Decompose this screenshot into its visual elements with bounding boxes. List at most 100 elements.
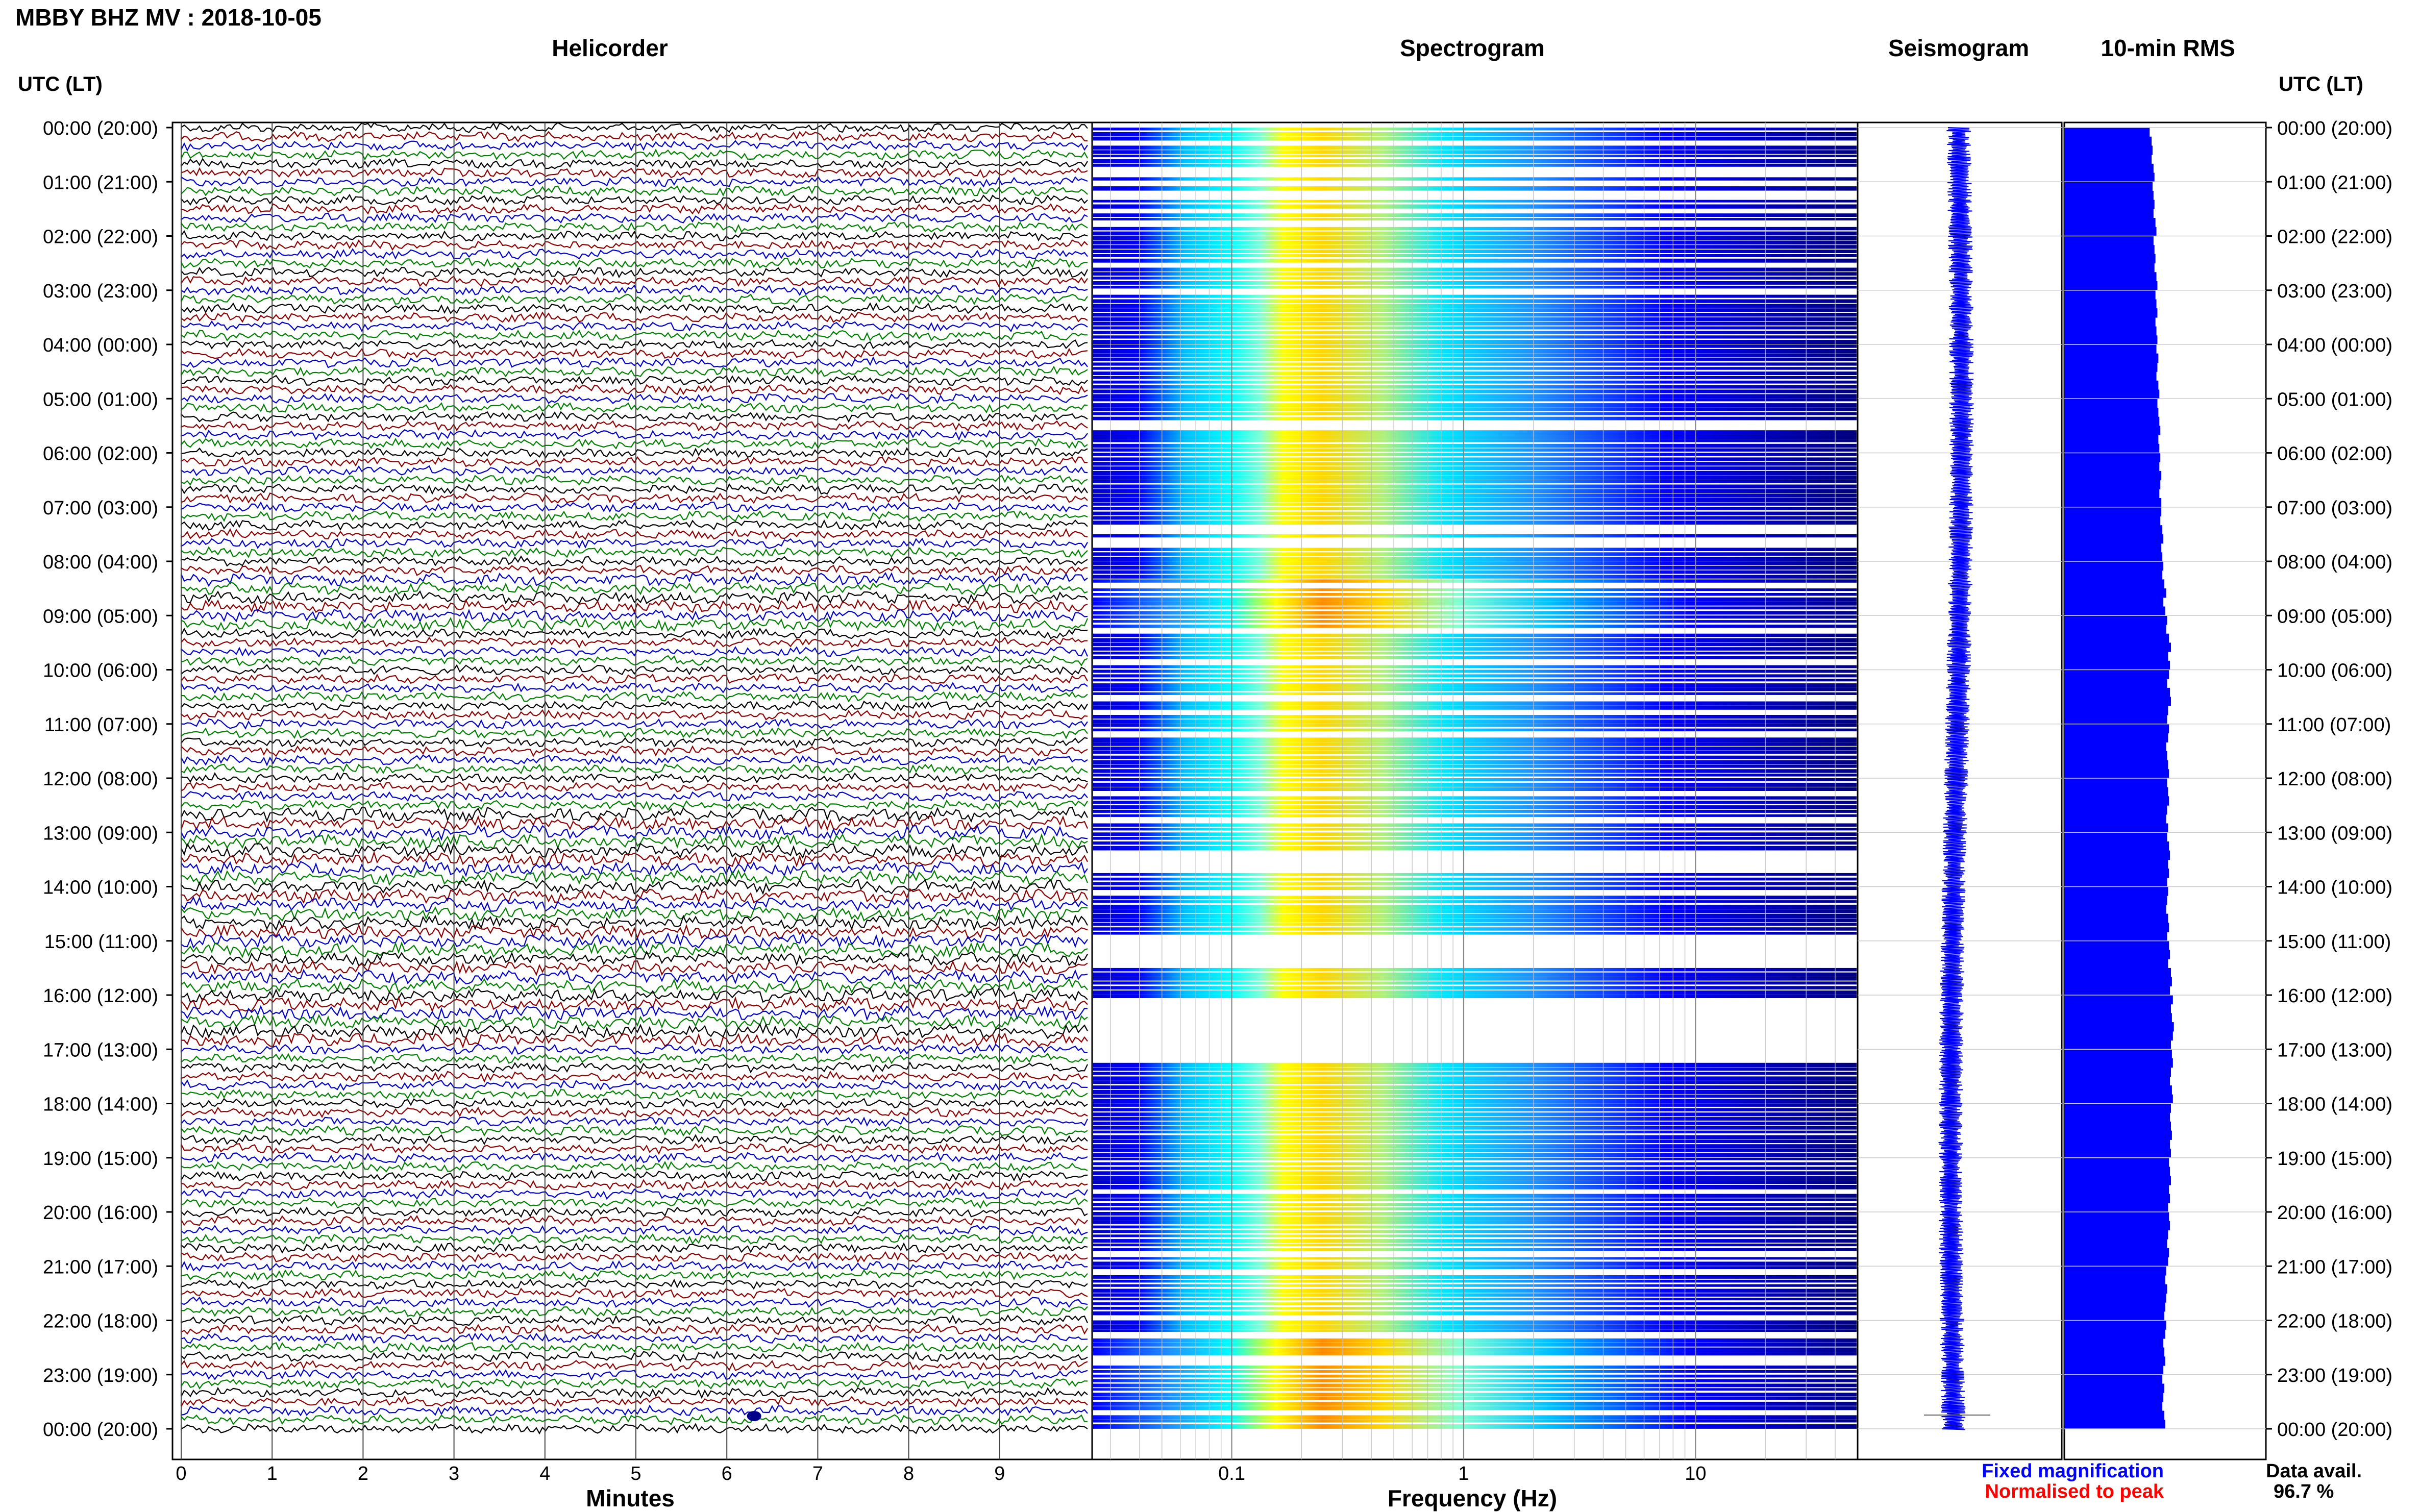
spectrogram-row [1093, 1397, 1857, 1400]
spectrogram-row [1093, 823, 1857, 827]
spectrogram-row [1093, 1180, 1857, 1184]
time-tick-right: 14:00 (10:00) [2277, 877, 2392, 899]
spectrogram-row [1093, 1311, 1857, 1316]
spectrogram-row [1093, 362, 1857, 366]
spectrogram-row [1093, 267, 1857, 271]
time-tick-left: 01:00 (21:00) [43, 172, 158, 193]
rms-bar [2064, 995, 2173, 1005]
spectrogram-row [1093, 236, 1857, 240]
rms-bar [2064, 1338, 2163, 1348]
spectrogram-row [1093, 719, 1857, 724]
rms-bar [2064, 362, 2158, 372]
helicorder-trace [180, 745, 1088, 757]
spectrogram-row [1093, 1203, 1857, 1206]
spectrogram-row [1093, 548, 1857, 551]
rms-bar [2064, 344, 2157, 354]
helicorder-trace [180, 664, 1088, 676]
rms-bar [2064, 254, 2156, 264]
spectrogram-row [1093, 570, 1857, 574]
time-tick-left: 23:00 (19:00) [43, 1365, 158, 1386]
time-tick-right: 09:00 (05:00) [2277, 606, 2392, 627]
spectrogram-row [1093, 904, 1857, 909]
helicorder-trace [180, 815, 1089, 831]
helicorder-xtick-label: 4 [539, 1463, 550, 1484]
spectrogram-row [1093, 602, 1857, 606]
helicorder-trace [180, 1005, 1088, 1021]
time-tick-right: 22:00 (18:00) [2277, 1311, 2392, 1332]
time-tick-left: 17:00 (13:00) [43, 1039, 158, 1061]
spectrogram-row [1093, 1266, 1857, 1269]
spectrogram-row [1093, 1288, 1857, 1293]
spectrogram-row [1093, 1293, 1857, 1297]
spectrogram-row [1093, 1401, 1857, 1406]
spectrogram-row [1093, 1347, 1857, 1352]
spectrogram-row [1093, 886, 1857, 890]
helicorder-trace [180, 799, 1088, 811]
helicorder-trace [180, 1251, 1088, 1263]
rms-bar [2064, 588, 2166, 598]
spectrogram-row [1093, 927, 1857, 931]
rms-bar [2064, 715, 2167, 725]
rms-bar [2064, 1374, 2162, 1384]
spectrogram-row [1093, 1306, 1857, 1310]
helicorder-trace [180, 617, 1089, 632]
spectrogram-row [1093, 810, 1857, 813]
rms-bar [2064, 1067, 2171, 1077]
spectrogram-row [1093, 1081, 1857, 1084]
time-tick-right: 00:00 (20:00) [2277, 1419, 2392, 1441]
spectrogram-row [1093, 376, 1857, 379]
rms-bar [2064, 1121, 2171, 1131]
spectrogram-row [1093, 466, 1857, 470]
spectrogram-row [1093, 331, 1857, 334]
rms-bar [2064, 1311, 2164, 1321]
helicorder-trace [180, 599, 1088, 614]
spectrogram-row [1093, 814, 1857, 817]
rms-bar [2064, 832, 2167, 842]
spectrogram-row [1093, 828, 1857, 831]
rms-bar [2064, 1383, 2164, 1393]
helicorder-xtick-label: 1 [267, 1463, 278, 1484]
spectrogram-row [1093, 258, 1857, 263]
normalised-to-peak-label: Normalised to peak [1985, 1481, 2164, 1502]
rms-bar [2064, 218, 2156, 228]
rms-bar [2064, 525, 2162, 535]
time-tick-right: 19:00 (15:00) [2277, 1148, 2392, 1170]
rms-bar [2064, 1139, 2170, 1149]
spectrogram-row [1093, 430, 1857, 435]
helicorder-xlabel: Minutes [586, 1485, 675, 1511]
rms-bar [2064, 380, 2159, 390]
helicorder-trace [180, 555, 1088, 567]
rms-bar [2064, 534, 2163, 544]
rms-bar [2064, 687, 2170, 698]
helicorder-trace [180, 564, 1088, 577]
rms-bar [2064, 209, 2154, 218]
rms-bar [2064, 191, 2154, 201]
spectrogram-row [1093, 597, 1857, 602]
helicorder-trace [180, 1125, 1088, 1137]
helicorder-trace [180, 1071, 1088, 1083]
spectrogram-row [1093, 747, 1857, 751]
helicorder-trace [180, 1242, 1088, 1254]
spectrogram-row [1093, 1176, 1857, 1180]
spectrogram-row [1093, 358, 1857, 361]
spectrogram-row [1093, 534, 1857, 538]
spectrogram-row [1093, 1284, 1857, 1287]
helicorder-trace [180, 646, 1089, 658]
spectrogram-row [1093, 159, 1857, 163]
rms-bar [2064, 597, 2163, 607]
helicorder-trace [180, 1143, 1088, 1155]
spectrogram-row [1093, 502, 1857, 506]
spectrogram-row [1093, 1393, 1857, 1397]
spectrogram-row [1093, 918, 1857, 923]
rms-bar [2064, 823, 2168, 833]
spectrogram-row [1093, 579, 1857, 583]
rms-bar [2064, 670, 2169, 679]
spectrogram-row [1093, 371, 1857, 376]
spectrogram-row [1093, 484, 1857, 489]
helicorder-trace [180, 1214, 1088, 1227]
rms-bar [2064, 1410, 2164, 1420]
spectrogram-row [1093, 742, 1857, 746]
rms-bar [2064, 796, 2169, 806]
time-tick-left: 16:00 (12:00) [43, 985, 158, 1007]
rms-bar [2064, 408, 2159, 417]
